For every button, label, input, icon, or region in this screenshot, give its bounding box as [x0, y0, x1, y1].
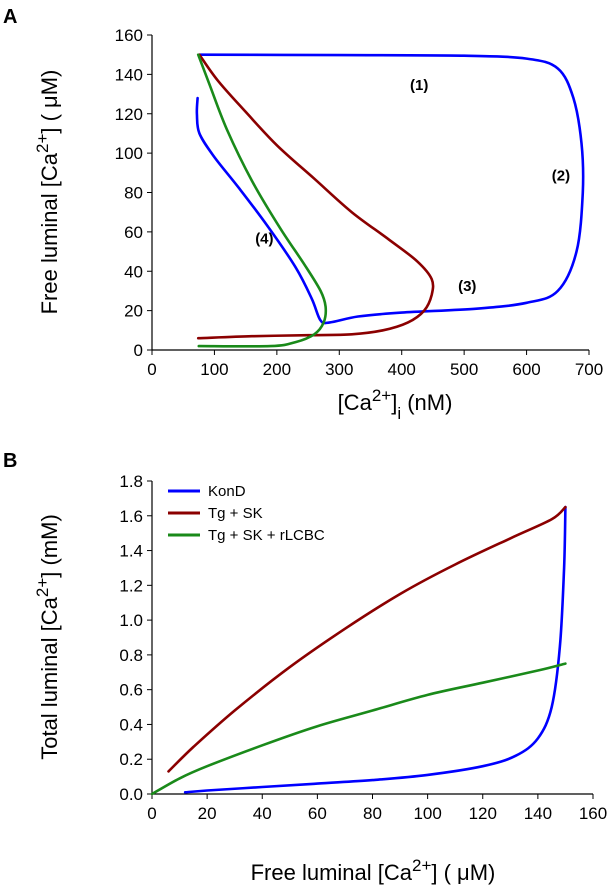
panel-a-series-line-3: [196, 53, 328, 348]
panel-a-x-tick-label: 300: [325, 360, 353, 379]
panel-b-y-tick-label: 1.8: [119, 472, 143, 491]
panel-a-x-tick-label: 200: [263, 360, 291, 379]
panel-a-x-tick-label: 0: [147, 360, 156, 379]
panel-b-x-tick-label: 40: [253, 804, 272, 823]
panel-a-y-tick-label: 140: [115, 65, 143, 84]
panel-a-x-tick-label: 700: [575, 360, 603, 379]
panel-a-x-axis-title: [Ca2+]i (nM): [338, 386, 453, 423]
panel-b-y-tick-label: 0.8: [119, 646, 143, 665]
panel-a-annotation-1: (1): [410, 77, 428, 94]
panel-a-y-tick-label: 100: [115, 144, 143, 163]
panel-b-y-tick-label: 1.2: [119, 576, 143, 595]
panel-b-y-tick-label: 1.6: [119, 507, 143, 526]
panel-b-y-tick-label: 1.0: [119, 611, 143, 630]
panel-b-x-tick-label: 120: [469, 804, 497, 823]
panel-b-x-tick-label: 140: [524, 804, 552, 823]
panel-a-y-axis-title: Free luminal [Ca2+] ( μM): [33, 70, 62, 315]
panel-b-y-tick-label: 0.4: [119, 715, 143, 734]
panel-b-y-tick-label: 0.2: [119, 750, 143, 769]
panel-b-y-tick-label: 0.0: [119, 785, 143, 804]
panel-a-y-tick-label: 80: [124, 184, 143, 203]
panel-a-series-line-1: [195, 53, 585, 325]
panel-b-y-axis-title: Total luminal [Ca2+] (mM): [33, 514, 62, 760]
panel-a-y-tick-label: 60: [124, 223, 143, 242]
panel-b-y-tick-label: 0.6: [119, 681, 143, 700]
panel-a-series-line-2: [196, 53, 435, 340]
panel-b-x-tick-label: 20: [198, 804, 217, 823]
panel-a-chart: 0 100 200 300 400 500 600 700 0 20 40 60 80 100 120 140…: [3, 6, 603, 423]
panel-b-legend-label: KonD: [208, 483, 246, 500]
panel-b-series-line-1: [183, 505, 567, 794]
panel-b-series-line-3: [150, 662, 567, 796]
panel-a-annotation-2: (2): [552, 168, 570, 185]
panel-a-x-tick-label: 500: [450, 360, 478, 379]
panel-a-x-tick-label: 600: [512, 360, 540, 379]
panel-a-annotation-3: (3): [458, 278, 476, 295]
panel-b-x-tick-label: 80: [363, 804, 382, 823]
panel-b-series-line-2: [167, 505, 567, 773]
panel-a-y-tick-label: 40: [124, 262, 143, 281]
panel-b-legend-label: Tg + SK: [208, 505, 263, 522]
panel-a-y-tick-label: 160: [115, 26, 143, 45]
panel-b-x-axis-title: Free luminal [Ca2+] ( μM): [251, 856, 496, 885]
panel-b-panel-letter: B: [3, 450, 17, 472]
panel-b-x-tick-label: 160: [579, 804, 607, 823]
panel-a-panel-letter: A: [3, 6, 17, 28]
panel-a-x-tick-label: 100: [200, 360, 228, 379]
panel-a-y-tick-label: 0: [134, 341, 143, 360]
panel-a-x-tick-label: 400: [388, 360, 416, 379]
panel-a-y-tick-label: 120: [115, 105, 143, 124]
panel-b-legend-label: Tg + SK + rLCBC: [208, 527, 325, 544]
panel-a-y-tick-label: 20: [124, 302, 143, 321]
panel-a-annotation-4: (4): [255, 231, 273, 248]
panel-b-chart: 0 20 40 60 80 100 120 140 160 0.0 0.2 0.4 0.6 0.8 1.0 1…: [3, 450, 607, 885]
panel-b-x-tick-label: 100: [413, 804, 441, 823]
panel-b-x-tick-label: 0: [147, 804, 156, 823]
panel-b-y-tick-label: 1.4: [119, 542, 143, 561]
panel-b-x-tick-label: 60: [308, 804, 327, 823]
